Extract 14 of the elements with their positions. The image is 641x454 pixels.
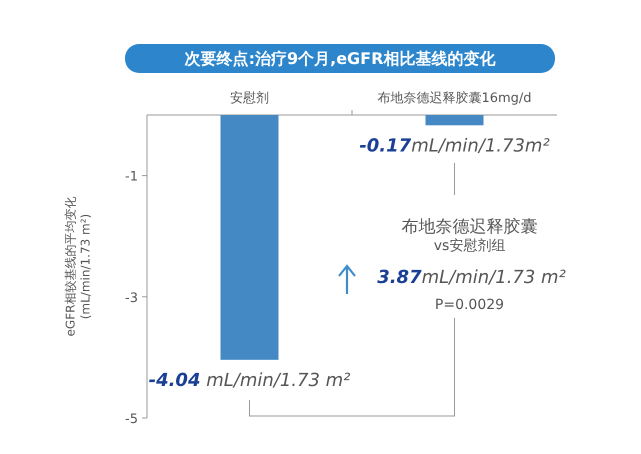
- y-tick-label: -3: [125, 290, 138, 306]
- chart-title: 次要终点:治疗9个月,eGFR相比基线的变化: [184, 49, 496, 68]
- annotation: vs安慰剂组: [434, 238, 506, 254]
- x-tick-label: 布地奈德迟释胶囊16mg/d: [377, 91, 532, 106]
- y-axis-title: eGFR相较基线的平均变化 (mL/min/1.73 m²): [64, 196, 92, 336]
- annotation: 布地奈德迟释胶囊: [402, 217, 538, 237]
- data-label: -4.04 mL/min/1.73 m²: [148, 370, 350, 391]
- title: 次要终点:治疗9个月,eGFR相比基线的变化: [125, 44, 555, 73]
- y-tick-label: -1: [125, 170, 138, 185]
- annotation: 3.87mL/min/1.73 m²: [377, 267, 566, 288]
- x-tick-label: 安慰剂: [230, 90, 269, 106]
- data-label: -0.17mL/min/1.73m²: [359, 135, 550, 156]
- annotation: P=0.0029: [434, 297, 504, 313]
- y-tick-label: -5: [125, 412, 138, 427]
